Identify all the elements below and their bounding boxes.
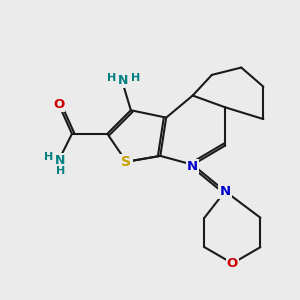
Text: O: O [227,257,238,270]
Text: N: N [220,185,231,198]
Text: N: N [187,160,198,173]
Text: H: H [44,152,53,162]
Text: O: O [53,98,64,111]
Text: N: N [55,154,65,167]
Text: N: N [118,74,129,87]
Text: H: H [107,73,116,83]
Text: H: H [56,167,65,176]
Text: S: S [122,155,131,169]
Text: H: H [131,73,140,83]
